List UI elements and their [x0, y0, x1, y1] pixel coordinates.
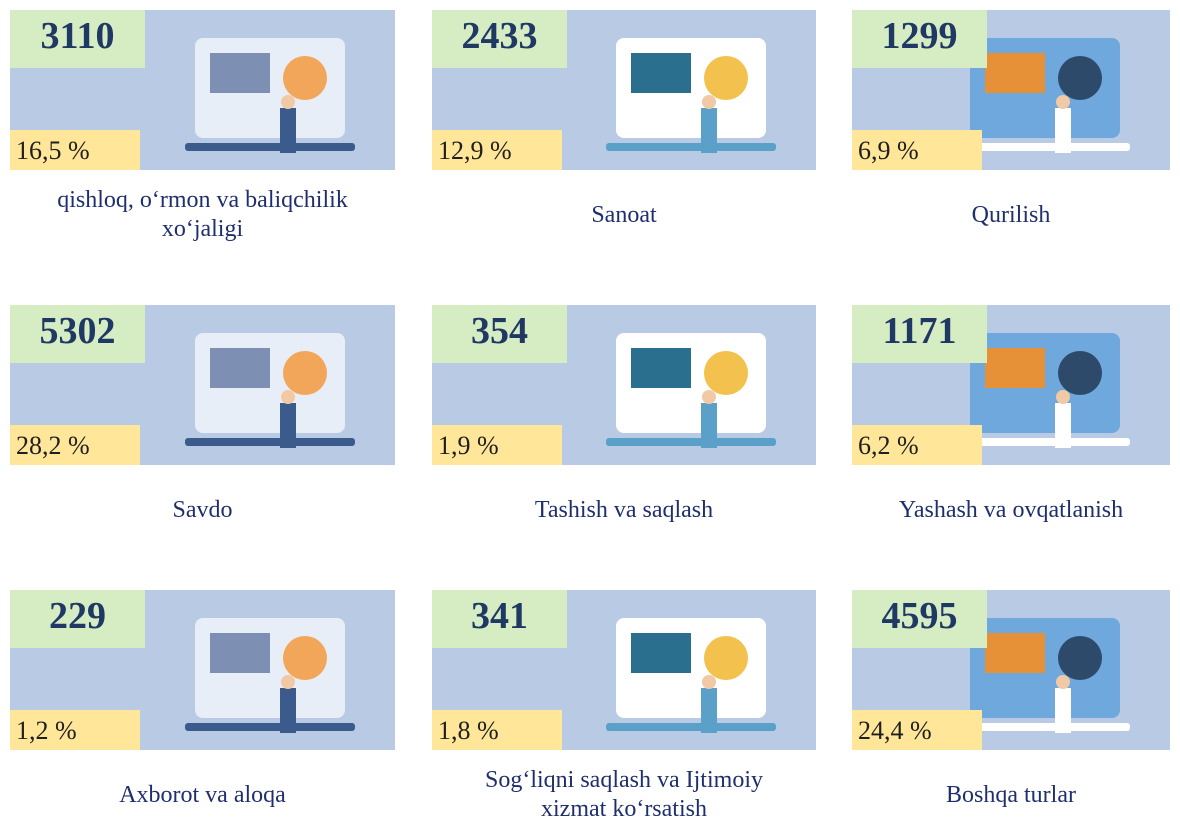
tile: 3110 16,5 % — [10, 10, 395, 170]
base — [606, 143, 776, 151]
figure-head — [1056, 675, 1070, 689]
figure-head — [281, 390, 295, 404]
percent: 1,2 % — [10, 710, 140, 750]
count: 229 — [10, 590, 145, 648]
label: Sog‘liqni saqlash va Ijtimoiy xizmat ko‘… — [485, 767, 763, 822]
percent: 28,2 % — [10, 425, 140, 465]
label: Sanoat — [591, 202, 657, 228]
figure — [701, 108, 717, 153]
label: Boshqa turlar — [946, 782, 1076, 808]
tile: 2433 12,9 % — [432, 10, 816, 170]
base — [606, 723, 776, 731]
base — [185, 143, 355, 151]
block — [985, 53, 1045, 93]
figure — [701, 403, 717, 448]
circle — [1058, 636, 1102, 680]
figure — [280, 688, 296, 733]
figure — [701, 688, 717, 733]
count: 3110 — [10, 10, 145, 68]
count: 4595 — [852, 590, 987, 648]
label: qishloq, o‘rmon va baliqchilik xo‘jaligi — [57, 187, 348, 242]
figure-head — [1056, 390, 1070, 404]
base — [606, 438, 776, 446]
count: 5302 — [10, 305, 145, 363]
illustration — [606, 333, 776, 448]
illustration — [960, 38, 1130, 153]
illustration — [185, 38, 355, 153]
block — [985, 633, 1045, 673]
circle — [283, 351, 327, 395]
label: Yashash va ovqatlanish — [898, 497, 1124, 523]
figure-head — [281, 675, 295, 689]
percent: 12,9 % — [432, 130, 562, 170]
block — [631, 348, 691, 388]
percent: 1,9 % — [432, 425, 562, 465]
label: Savdo — [172, 497, 233, 523]
percent: 1,8 % — [432, 710, 562, 750]
tile: 5302 28,2 % — [10, 305, 395, 465]
figure — [280, 108, 296, 153]
base — [960, 143, 1130, 151]
figure-head — [702, 675, 716, 689]
tile: 354 1,9 % — [432, 305, 816, 465]
tile: 1299 6,9 % — [852, 10, 1170, 170]
tile: 4595 24,4 % — [852, 590, 1170, 750]
percent: 6,9 % — [852, 130, 982, 170]
circle — [1058, 56, 1102, 100]
figure-head — [281, 95, 295, 109]
illustration — [606, 618, 776, 733]
block — [631, 53, 691, 93]
base — [185, 438, 355, 446]
circle — [704, 351, 748, 395]
base — [960, 438, 1130, 446]
figure — [1055, 688, 1071, 733]
label: Qurilish — [971, 202, 1051, 228]
figure — [1055, 108, 1071, 153]
figure — [1055, 403, 1071, 448]
block — [210, 53, 270, 93]
label: Tashish va saqlash — [534, 497, 714, 523]
block — [210, 633, 270, 673]
count: 341 — [432, 590, 567, 648]
illustration — [185, 618, 355, 733]
illustration — [606, 38, 776, 153]
base — [185, 723, 355, 731]
circle — [283, 56, 327, 100]
illustration — [960, 333, 1130, 448]
illustration — [960, 618, 1130, 733]
block — [210, 348, 270, 388]
illustration — [185, 333, 355, 448]
tile: 341 1,8 % — [432, 590, 816, 750]
circle — [283, 636, 327, 680]
count: 354 — [432, 305, 567, 363]
circle — [704, 56, 748, 100]
figure — [280, 403, 296, 448]
percent: 6,2 % — [852, 425, 982, 465]
count: 2433 — [432, 10, 567, 68]
block — [631, 633, 691, 673]
base — [960, 723, 1130, 731]
label: Axborot va aloqa — [119, 782, 286, 808]
figure-head — [702, 390, 716, 404]
count: 1299 — [852, 10, 987, 68]
block — [985, 348, 1045, 388]
circle — [704, 636, 748, 680]
count: 1171 — [852, 305, 987, 363]
percent: 24,4 % — [852, 710, 982, 750]
tile: 229 1,2 % — [10, 590, 395, 750]
figure-head — [702, 95, 716, 109]
percent: 16,5 % — [10, 130, 140, 170]
circle — [1058, 351, 1102, 395]
tile: 1171 6,2 % — [852, 305, 1170, 465]
figure-head — [1056, 95, 1070, 109]
